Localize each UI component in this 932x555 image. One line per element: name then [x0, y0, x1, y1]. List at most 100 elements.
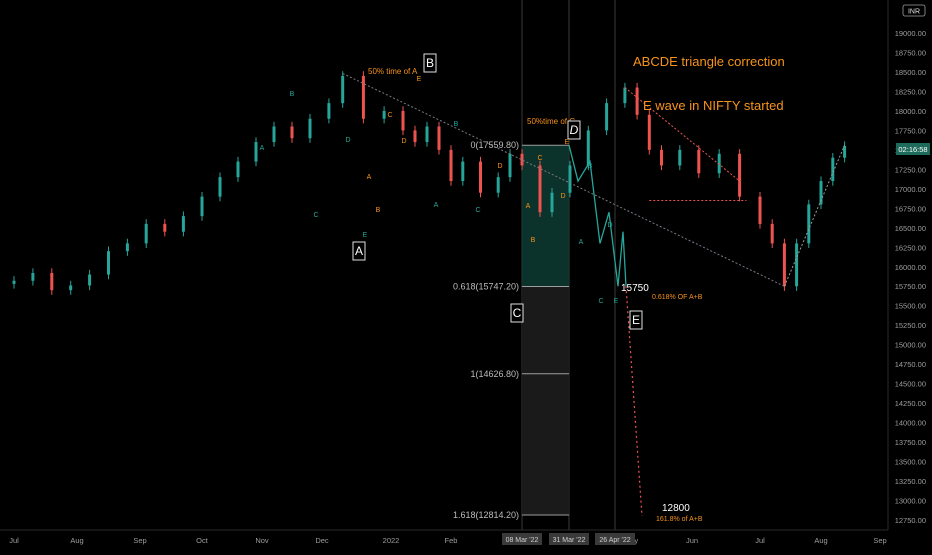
wave-label-e: E [632, 313, 640, 327]
candle-body [413, 130, 417, 143]
subwave-label: C [313, 212, 318, 219]
date-marker-tag [502, 533, 542, 545]
trendline-red-upper [624, 87, 740, 182]
date-marker-tag [549, 533, 589, 545]
candle-body [449, 149, 453, 182]
candle-body [69, 285, 73, 291]
candle-body [12, 280, 16, 284]
price-tick-label: 15500.00 [895, 302, 926, 311]
candle-body [782, 243, 786, 287]
subwave-label: A [367, 174, 372, 181]
candle-body [697, 149, 701, 174]
candle-body [125, 243, 129, 252]
note-1618: 161.8% of A+B [656, 516, 703, 523]
price-tick-label: 15250.00 [895, 321, 926, 330]
wave-label-b: B [426, 56, 434, 70]
candle-body [623, 87, 627, 104]
date-marker-text: 26 Apr '22 [599, 537, 630, 544]
time-tick-label: Feb [445, 536, 458, 545]
candle-body [461, 161, 465, 182]
wave-label-box [352, 241, 366, 261]
candle-body [425, 126, 429, 143]
candle-body [272, 126, 276, 143]
wave-label-box [567, 120, 581, 140]
price-tick-label: 14500.00 [895, 380, 926, 389]
candle-body [50, 272, 54, 291]
subwave-label: D [607, 222, 612, 229]
candle-body [382, 110, 386, 119]
candle-body [635, 87, 639, 115]
time-tick-label: Oct [196, 536, 209, 545]
candle-body [843, 145, 847, 158]
time-tick-label: Sep [133, 536, 146, 545]
price-tick-label: 19000.00 [895, 29, 926, 38]
date-marker-text: 08 Mar '22 [506, 537, 539, 544]
time-tick-label: Aug [814, 536, 827, 545]
level-12800-label: 12800 [662, 503, 690, 514]
price-tick-label: 16500.00 [895, 224, 926, 233]
price-tick-label: 14750.00 [895, 360, 926, 369]
candle-body [308, 118, 312, 139]
subwave-label: D [345, 137, 350, 144]
price-tick-label: 18750.00 [895, 48, 926, 57]
time-axis-panel [0, 530, 888, 550]
note-618: 0.618% OF A+B [652, 294, 703, 301]
fib-zone-upper [522, 145, 569, 287]
fib-level-label: 0.618(15747.20) [453, 281, 519, 291]
subwave-label: E [565, 139, 570, 146]
currency-badge-text: INR [908, 9, 920, 16]
subwave-label: B [290, 91, 295, 98]
price-tick-label: 15000.00 [895, 341, 926, 350]
wave-label-box [423, 53, 437, 73]
candle-body [144, 223, 148, 244]
price-tick-label: 13750.00 [895, 438, 926, 447]
candle-body [236, 161, 240, 178]
candle-body [181, 216, 185, 232]
current-time-text: 02:16:58 [898, 145, 927, 154]
candle-body [538, 165, 542, 213]
price-tick-label: 15750.00 [895, 282, 926, 291]
candle-body [660, 149, 663, 166]
subwave-label: A [260, 145, 265, 152]
price-tick-label: 17250.00 [895, 165, 926, 174]
annotation-title-1: ABCDE triangle correction [633, 54, 785, 69]
subwave-label: E [614, 298, 619, 305]
time-tick-label: Sep [873, 536, 886, 545]
candle-body [290, 126, 294, 139]
price-tick-label: 16000.00 [895, 263, 926, 272]
price-tick-label: 18500.00 [895, 68, 926, 77]
fib-level-label: 0(17559.80) [470, 140, 519, 150]
currency-badge[interactable] [902, 4, 926, 17]
candle-body [31, 272, 35, 281]
price-tick-label: 13500.00 [895, 458, 926, 467]
price-tick-label: 14250.00 [895, 399, 926, 408]
candle-body [254, 142, 258, 162]
candle-body [88, 274, 92, 286]
projection-target-line [625, 286, 643, 517]
wave-label-a: A [355, 244, 363, 258]
subwave-label: C [537, 155, 542, 162]
candle-body [550, 192, 554, 213]
price-tick-label: 14000.00 [895, 419, 926, 428]
subwave-label: C [387, 112, 392, 119]
price-tick-label: 18000.00 [895, 107, 926, 116]
candle-body [401, 110, 405, 131]
candle-body [107, 251, 110, 275]
candle-body [341, 75, 345, 104]
annotation-title-2: E wave in NIFTY started [643, 98, 784, 113]
candle-body [770, 223, 774, 244]
candle-body [508, 153, 512, 178]
candle-body [327, 103, 331, 119]
candle-body [807, 204, 811, 244]
candle-body [218, 177, 222, 197]
subwave-label: B [531, 237, 536, 244]
subwave-label: B [454, 121, 459, 128]
price-axis-panel [888, 0, 932, 550]
subwave-label: E [417, 76, 422, 83]
subwave-label: A [579, 239, 584, 246]
candle-body [568, 165, 572, 193]
candle-body [738, 153, 742, 197]
